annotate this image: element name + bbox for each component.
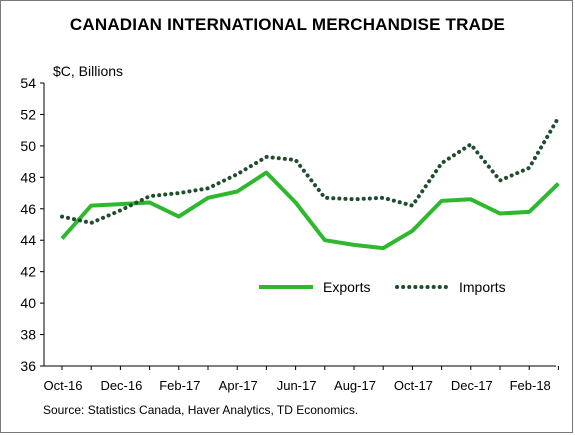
series-group (60, 115, 561, 251)
x-tick-label: Dec-17 (451, 378, 493, 393)
legend: Exports Imports (259, 279, 506, 295)
x-tick-label: Oct-16 (43, 378, 82, 393)
series-line-imports (60, 115, 561, 225)
y-tick-label: 36 (20, 358, 36, 374)
y-tick-label: 50 (20, 138, 36, 154)
legend-label-exports: Exports (323, 279, 370, 295)
x-tick-label: Aug-17 (334, 378, 376, 393)
x-tick-label: Oct-17 (394, 378, 433, 393)
legend-label-imports: Imports (459, 279, 506, 295)
axes: 36 38 40 42 44 46 48 50 52 54 Oct-16 Dec-16 Feb-17 Ap… (20, 75, 559, 393)
y-tick-label: 38 (20, 327, 36, 343)
y-tick-label: 44 (20, 232, 36, 248)
y-tick-label: 40 (20, 295, 36, 311)
x-tick-label: Dec-16 (100, 378, 142, 393)
y-axis-label: $C, Billions (53, 63, 123, 79)
series-line-exports (60, 170, 560, 251)
y-tick-label: 42 (20, 264, 36, 280)
y-tick-label: 46 (20, 201, 36, 217)
x-tick-label: Jun-17 (277, 378, 317, 393)
y-tick-label: 54 (20, 75, 36, 91)
chart-title: CANADIAN INTERNATIONAL MERCHANDISE TRADE (69, 15, 506, 34)
x-tick-label: Feb-18 (510, 378, 551, 393)
y-tick-label: 48 (20, 169, 36, 185)
source-note: Source: Statistics Canada, Haver Analyti… (43, 403, 359, 417)
x-tick-label: Feb-17 (159, 378, 200, 393)
y-tick-label: 52 (20, 106, 36, 122)
x-tick-label: Apr-17 (219, 378, 258, 393)
